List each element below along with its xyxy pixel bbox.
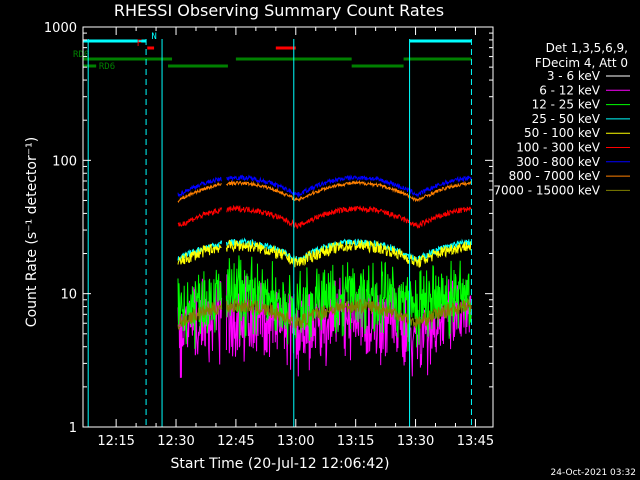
legend-label: 300 - 800 keV bbox=[516, 155, 600, 169]
y-tick-label: 1000 bbox=[44, 21, 77, 36]
legend-header: Det 1,3,5,6,9, bbox=[546, 41, 628, 55]
vertical-markers bbox=[87, 39, 472, 427]
x-tick-label: 13:45 bbox=[457, 434, 494, 449]
legend: Det 1,3,5,6,9,FDecim 4, Att 03 - 6 keV6 … bbox=[493, 41, 630, 197]
status-bar-label: F bbox=[137, 39, 142, 49]
legend-label: 100 - 300 keV bbox=[516, 141, 600, 155]
series-line bbox=[177, 179, 472, 204]
footer-timestamp: 24-Oct-2021 03:32 bbox=[551, 468, 636, 478]
chart-title: RHESSI Observing Summary Count Rates bbox=[114, 1, 444, 20]
y-axis-label: Count Rate (s⁻¹ detector⁻¹) bbox=[24, 137, 40, 327]
status-bar-label: RD6 bbox=[99, 62, 115, 72]
series-line bbox=[177, 204, 472, 229]
series-line bbox=[177, 239, 472, 269]
series-line bbox=[177, 174, 472, 199]
plot-frame bbox=[82, 26, 494, 428]
legend-label: 6 - 12 keV bbox=[539, 83, 601, 97]
x-tick-label: 12:45 bbox=[217, 434, 254, 449]
y-tick-label: 100 bbox=[52, 154, 77, 169]
legend-label: 50 - 100 keV bbox=[524, 126, 601, 140]
x-tick-label: 13:30 bbox=[397, 434, 434, 449]
x-axis-label: Start Time (20-Jul-12 12:06:42) bbox=[170, 456, 389, 472]
axes: 12:15 12:30 12:45 13:00 13:15 13:30 13:45 1 10 10… bbox=[44, 21, 494, 449]
x-tick-label: 13:15 bbox=[337, 434, 374, 449]
legend-label: 7000 - 15000 keV bbox=[493, 183, 600, 197]
legend-label: 3 - 6 keV bbox=[547, 69, 601, 83]
x-tick-label: 12:30 bbox=[157, 434, 194, 449]
y-tick-label: 1 bbox=[69, 421, 77, 436]
legend-header: FDecim 4, Att 0 bbox=[535, 56, 628, 70]
y-tick-label: 10 bbox=[60, 288, 77, 303]
x-tick-label: 13:00 bbox=[277, 434, 314, 449]
legend-label: 25 - 50 keV bbox=[532, 112, 601, 126]
series-traces bbox=[177, 174, 472, 412]
legend-label: 12 - 25 keV bbox=[532, 98, 601, 112]
legend-label: 800 - 7000 keV bbox=[509, 169, 601, 183]
series-line bbox=[177, 297, 472, 331]
x-tick-label: 12:15 bbox=[97, 434, 134, 449]
status-bar-label: N bbox=[151, 32, 156, 42]
status-bar-label: RD0 bbox=[73, 50, 89, 60]
